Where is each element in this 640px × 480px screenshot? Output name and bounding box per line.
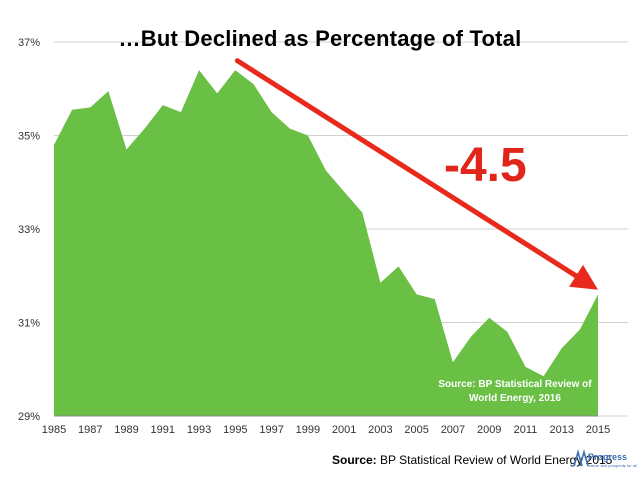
x-tick-label: 2015 (586, 424, 610, 436)
area-series (54, 70, 598, 416)
y-tick-label: 37% (18, 37, 40, 49)
y-tick-label: 29% (18, 411, 40, 423)
x-tick-label: 2007 (441, 424, 465, 436)
delta-label: -4.5 (444, 139, 527, 192)
x-tick-label: 1993 (187, 424, 211, 436)
x-tick-label: 1995 (223, 424, 247, 436)
x-tick-label: 1987 (78, 424, 102, 436)
y-axis: 29% 31% 33% 35% 37% (18, 37, 40, 423)
logo-icon (573, 449, 589, 467)
footer-source-bold: Source: (332, 453, 377, 467)
trend-arrow-shaft (234, 58, 579, 279)
x-tick-label: 2005 (404, 424, 428, 436)
x-tick-label: 1985 (42, 424, 66, 436)
logo-subtext: nature and prosperity for all (588, 463, 637, 468)
x-tick-label: 2001 (332, 424, 356, 436)
x-tick-label: 2009 (477, 424, 501, 436)
x-tick-label: 1989 (114, 424, 138, 436)
y-tick-label: 33% (18, 224, 40, 236)
inner-source-line1: Source: BP Statistical Review of (438, 379, 592, 390)
x-tick-label: 1997 (259, 424, 283, 436)
x-tick-label: 1991 (151, 424, 175, 436)
trend-arrow-head (569, 264, 598, 290)
area-layer (54, 70, 598, 416)
footer-source: Source: BP Statistical Review of World E… (332, 453, 612, 467)
y-tick-label: 31% (18, 318, 40, 330)
x-tick-label: 2003 (368, 424, 392, 436)
y-tick-label: 35% (18, 131, 40, 143)
arrow-layer (234, 58, 598, 290)
x-tick-label: 2011 (514, 424, 538, 436)
inner-source-line2: World Energy, 2016 (469, 393, 561, 404)
chart-title: …But Declined as Percentage of Total (118, 26, 522, 51)
footer-source-text: BP Statistical Review of World Energy 20… (376, 453, 613, 467)
logo-text: Progress (588, 452, 628, 462)
inner-source-note: Source: BP Statistical Review of World E… (420, 378, 610, 406)
x-tick-label: 1999 (296, 424, 320, 436)
x-axis: 1985 1987 1989 1991 1993 1995 1997 1999 2001 2003… (42, 415, 610, 436)
x-tick-label: 2013 (549, 424, 573, 436)
